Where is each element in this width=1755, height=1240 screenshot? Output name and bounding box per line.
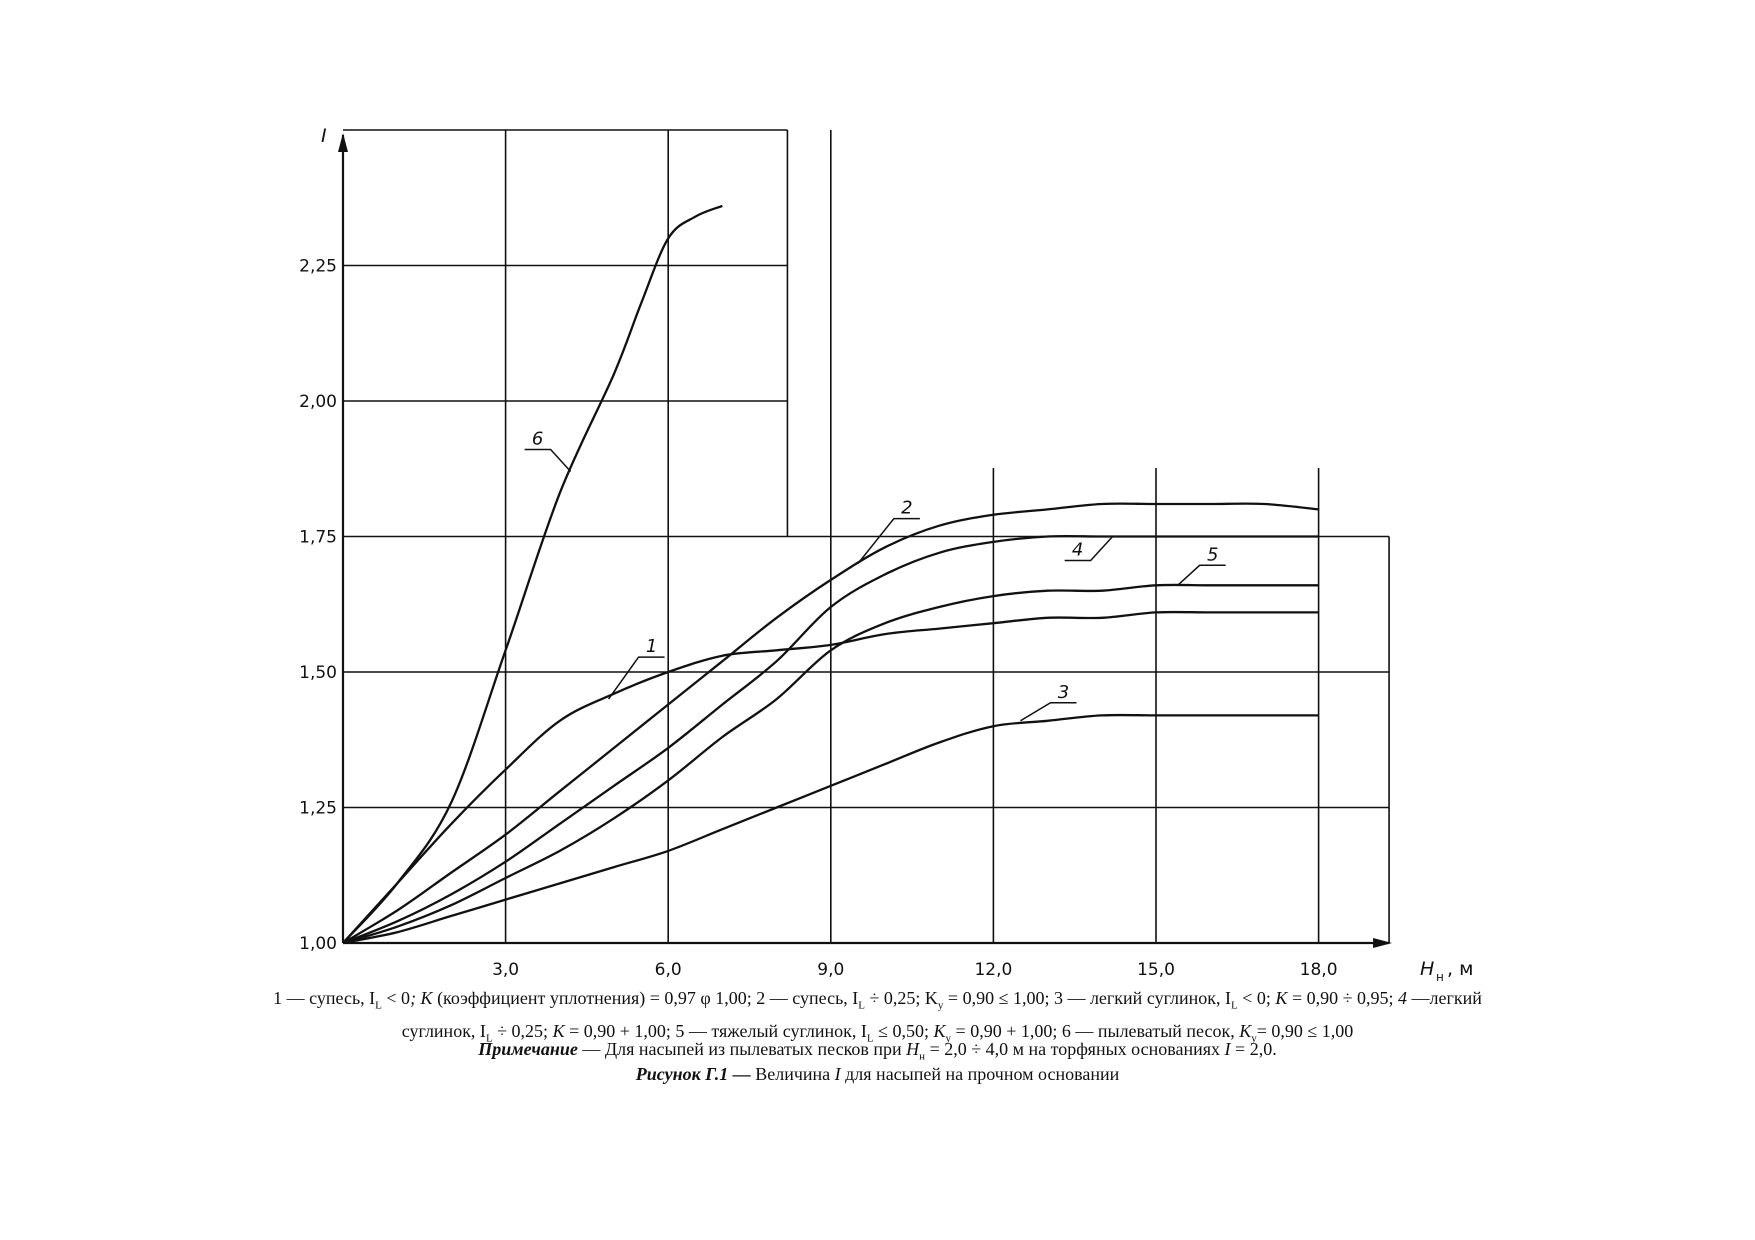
y-tick-label: 2,25 <box>299 257 337 277</box>
legend-text: ÷ 0,25; K <box>865 988 938 1008</box>
series-label-3: 3 <box>1058 682 1069 703</box>
figure-caption-label: Рисунок Г.1 — <box>635 1064 751 1084</box>
legend-text: < 0; <box>1237 988 1276 1008</box>
x-tick-label: 15,0 <box>1137 960 1175 980</box>
legend-text: < 0 <box>381 988 411 1008</box>
figure-caption: Рисунок Г.1 — Величина I для насыпей на … <box>150 1062 1605 1087</box>
legend-sub: y <box>1251 1032 1257 1045</box>
x-axis-arrow <box>1373 938 1393 948</box>
legend-text: ; K <box>410 988 433 1008</box>
note-text: = 2,0. <box>1230 1039 1277 1059</box>
legend-sub: L <box>858 999 866 1012</box>
legend-text: суглинок, I <box>401 1020 486 1041</box>
note-text: I <box>1224 1039 1231 1059</box>
legend-text: K <box>552 1020 565 1041</box>
grid <box>343 129 1390 945</box>
labels-layer: 1,001,251,501,752,002,253,0 6,0 9,0 12,0 15,… <box>299 125 1473 984</box>
y-tick-label: 1,50 <box>299 663 337 683</box>
legend-text: 1 — супесь, I <box>273 988 376 1008</box>
note-text: H <box>906 1039 920 1059</box>
y-axis-label: I <box>321 125 327 147</box>
series-label-1: 1 <box>646 636 657 657</box>
legend-text: K <box>933 1020 946 1041</box>
legend-sub: y <box>937 999 944 1012</box>
y-tick-label: 2,00 <box>299 392 337 412</box>
figure-caption-text: I <box>834 1064 841 1084</box>
series-line-2 <box>342 502 1319 944</box>
series-label-4: 4 <box>1072 540 1083 561</box>
legend-text: = 0,90 + 1,00; 6 — пылеватый песок, <box>951 1020 1240 1041</box>
x-tick-label: 3,0 <box>492 960 519 980</box>
legend-sub: L <box>1231 999 1238 1012</box>
x-tick-label: 12,0 <box>974 960 1012 980</box>
y-axis-arrow <box>338 133 348 152</box>
legend-text: = 0,90 ≤ 1,00; 3 — легкий суглинок, I <box>943 988 1232 1008</box>
legend-line-1: 1 — супесь, IL < 0; K (коэффициент уплот… <box>150 986 1605 1019</box>
series-leader-2 <box>857 517 920 565</box>
legend-text: (коэффициент уплотнения) = 0,97 φ 1,00; … <box>432 988 859 1008</box>
note: Примечание — Для насыпей из пылеватых пе… <box>150 1037 1605 1070</box>
legend-text: —легкий <box>1406 988 1482 1008</box>
series-leader-3 <box>1020 702 1077 722</box>
series-label-2: 2 <box>901 498 912 519</box>
legend-text: = 0,90 ÷ 0,95; <box>1287 988 1398 1008</box>
x-tick-label: 9,0 <box>817 960 844 980</box>
legend-text: = 0,90 + 1,00; 5 — тяжелый суглинок, I <box>564 1020 867 1041</box>
figure-caption-text: Величина <box>750 1064 835 1084</box>
y-tick-label: 1,00 <box>299 934 337 954</box>
legend-text: 4 <box>1397 988 1407 1008</box>
series-label-6: 6 <box>532 428 543 449</box>
series-line-3 <box>342 713 1319 945</box>
legend-text: = 0,90 ≤ 1,00 <box>1256 1020 1354 1041</box>
series-label-5: 5 <box>1207 544 1218 565</box>
legend-line-2: суглинок, IL ÷ 0,25; K = 0,90 + 1,00; 5 … <box>150 1019 1605 1052</box>
series-leader-1 <box>607 656 665 700</box>
note-label: Примечание <box>478 1039 578 1059</box>
legend-text: ÷ 0,25; <box>492 1020 553 1041</box>
curve-legend: 1 — супесь, IL < 0; K (коэффициент уплот… <box>150 986 1605 1051</box>
x-axis-label: H <box>1420 958 1434 980</box>
legend-sub: L <box>375 999 382 1012</box>
note-text: = 2,0 ÷ 4,0 м на торфяных основаниях <box>925 1039 1225 1059</box>
x-axis-label-sub: н <box>1436 970 1444 984</box>
series-line-4 <box>342 534 1319 945</box>
series-leader-5 <box>1177 564 1226 586</box>
series-line-1 <box>342 610 1319 944</box>
x-tick-label: 18,0 <box>1300 960 1338 980</box>
legend-sub: L <box>485 1032 493 1045</box>
series-leader-6 <box>524 448 572 472</box>
series-leader-4 <box>1064 535 1114 562</box>
note-text: — Для насыпей из пылеватых песков при <box>577 1039 907 1059</box>
series-layer <box>342 204 1319 945</box>
legend-text: ≤ 0,50; <box>873 1020 934 1041</box>
axes <box>338 133 1393 948</box>
legend-sub: y <box>945 1032 952 1045</box>
series-line-5 <box>342 583 1319 945</box>
note-sub: н <box>919 1050 926 1063</box>
y-tick-label: 1,25 <box>299 799 337 819</box>
y-tick-label: 1,75 <box>299 528 337 548</box>
legend-text: K <box>1275 988 1288 1008</box>
series-line-6 <box>342 204 723 944</box>
legend-sub: L <box>866 1032 874 1045</box>
legend-text: K <box>1239 1020 1252 1041</box>
figure-caption-text: для насыпей на прочном основании <box>840 1064 1120 1084</box>
x-tick-label: 6,0 <box>655 960 682 980</box>
x-axis-label-unit: , м <box>1447 958 1473 980</box>
